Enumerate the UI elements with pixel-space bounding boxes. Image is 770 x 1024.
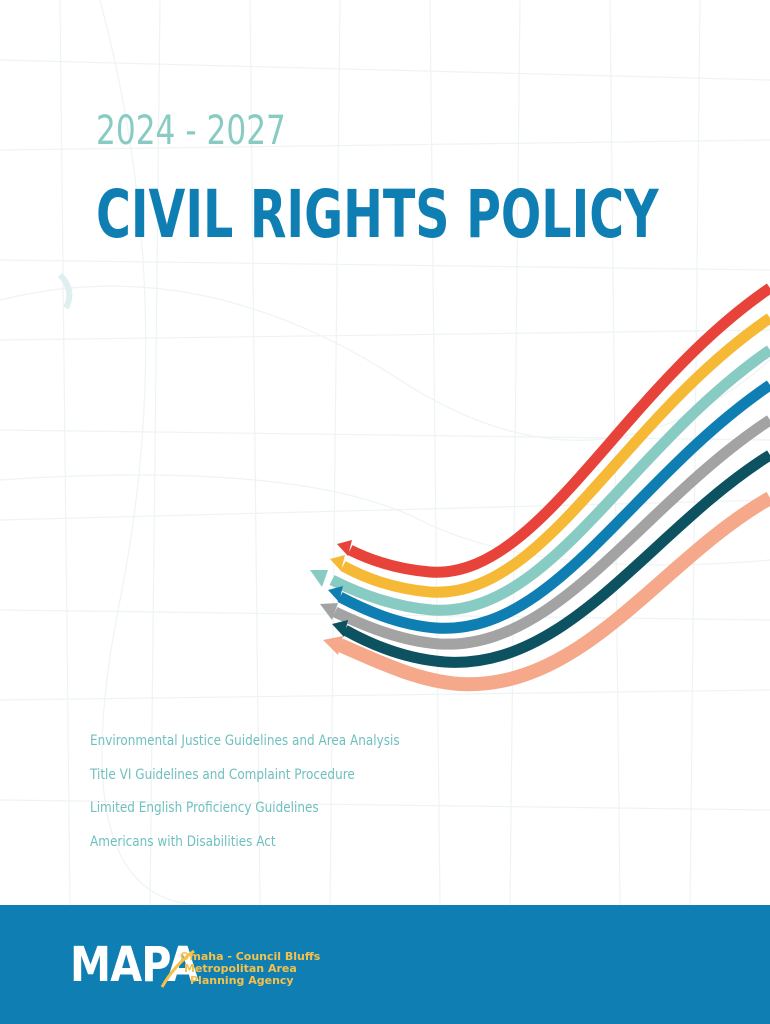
arrow-yellow bbox=[340, 313, 770, 598]
topic-item: Environmental Justice Guidelines and Are… bbox=[90, 733, 400, 749]
arrow-darkteal bbox=[342, 450, 770, 668]
topic-item: Limited English Proficiency Guidelines bbox=[90, 800, 319, 816]
topic-item: Americans with Disabilities Act bbox=[90, 833, 276, 850]
policy-years: 2024 - 2027 bbox=[96, 108, 286, 154]
tagline-line: Planning Agency bbox=[190, 974, 294, 987]
arrow-gray bbox=[332, 415, 770, 650]
topic-list: Environmental Justice Guidelines and Are… bbox=[90, 732, 450, 866]
logo-swoosh-icon bbox=[160, 949, 195, 988]
tagline-line: Omaha - Council Bluffs bbox=[180, 950, 321, 963]
arrowhead-teal bbox=[310, 570, 328, 587]
arrowhead-red bbox=[337, 540, 352, 556]
arrowhead-salmon bbox=[323, 636, 343, 655]
arrow-red bbox=[347, 283, 770, 578]
tagline-line: Metropolitan Area bbox=[184, 962, 297, 975]
arrowhead-gray bbox=[320, 603, 338, 620]
page-title: CIVIL RIGHTS POLICY bbox=[96, 176, 659, 253]
logo-tagline: Omaha - Council Bluffs Metropolitan Area… bbox=[180, 951, 320, 987]
arrow-salmon bbox=[337, 491, 770, 692]
topic-item: Title VI Guidelines and Complaint Proced… bbox=[90, 766, 355, 783]
rainbow-arrows-graphic bbox=[310, 283, 770, 692]
arrow-blue bbox=[337, 380, 770, 634]
arrowhead-darkteal bbox=[332, 620, 348, 637]
footer-band: MAPA Omaha - Council Bluffs Metropolitan… bbox=[0, 905, 770, 1024]
arrowhead-blue bbox=[328, 586, 343, 602]
arrowhead-yellow bbox=[330, 555, 345, 571]
arrow-teal bbox=[329, 345, 770, 616]
